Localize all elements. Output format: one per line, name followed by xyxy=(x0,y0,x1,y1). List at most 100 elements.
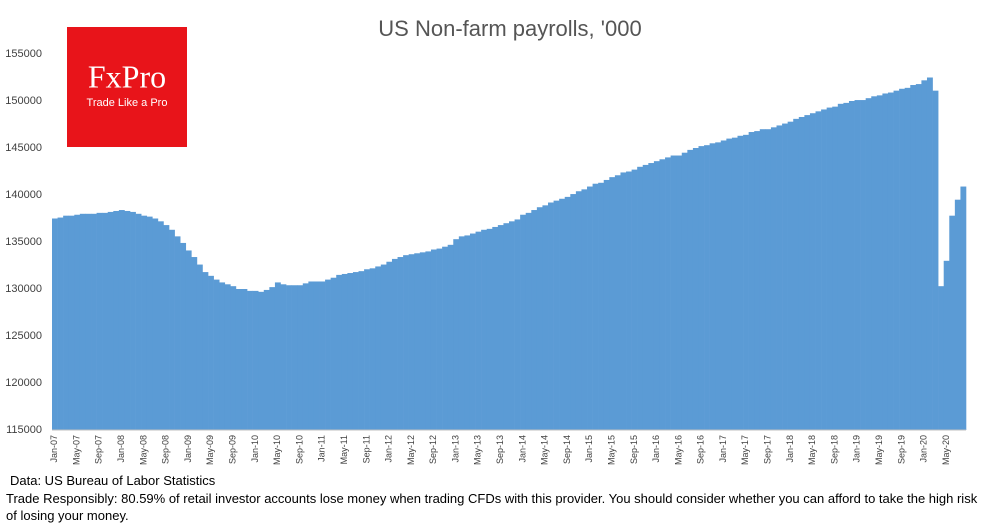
x-tick-label: May-18 xyxy=(807,435,817,465)
bar xyxy=(609,177,616,430)
bar xyxy=(319,281,326,430)
bar xyxy=(626,171,632,430)
bar xyxy=(274,282,281,430)
bar xyxy=(224,284,231,430)
bar xyxy=(447,244,454,430)
bar xyxy=(425,251,432,430)
bar xyxy=(659,159,666,430)
bar xyxy=(414,253,421,430)
x-tick-label: Sep-19 xyxy=(896,435,906,464)
bar xyxy=(954,199,961,430)
bar xyxy=(386,261,393,430)
bar xyxy=(330,277,337,430)
bar xyxy=(520,214,527,430)
x-tick-label: Sep-07 xyxy=(94,435,104,464)
y-tick-label: 135000 xyxy=(5,236,42,248)
bar xyxy=(871,96,878,431)
bar xyxy=(436,248,443,430)
bar xyxy=(169,229,175,430)
bar xyxy=(403,255,409,430)
x-tick-label: Sep-17 xyxy=(763,435,773,464)
bar xyxy=(715,142,722,431)
bar xyxy=(481,229,488,430)
x-tick-label: May-20 xyxy=(941,435,951,465)
bar xyxy=(297,285,304,430)
bar xyxy=(692,148,699,430)
bar xyxy=(793,118,800,431)
bar xyxy=(113,210,120,430)
bar xyxy=(904,87,911,430)
bar xyxy=(843,102,850,430)
chart: US Non-farm payrolls, '000 FxPro Trade L… xyxy=(5,16,967,465)
bar xyxy=(865,98,872,431)
bar xyxy=(503,223,510,430)
bar xyxy=(180,242,187,430)
bar xyxy=(63,215,70,430)
x-tick-label: Sep-16 xyxy=(696,435,706,464)
x-tick-label: May-10 xyxy=(272,435,282,465)
x-tick-label: Jan-10 xyxy=(250,435,260,463)
x-tick-label: May-15 xyxy=(606,435,616,465)
bar xyxy=(893,90,900,430)
bar xyxy=(213,279,220,430)
bar xyxy=(932,90,939,430)
bar xyxy=(258,291,265,430)
bar xyxy=(536,207,543,430)
bar xyxy=(854,100,861,430)
bar xyxy=(469,233,476,430)
x-tick-label: Jan-12 xyxy=(384,435,394,463)
bar xyxy=(726,138,733,430)
bar xyxy=(770,127,777,430)
x-tick-label: May-19 xyxy=(874,435,884,465)
x-tick-label: May-11 xyxy=(339,435,349,464)
bar xyxy=(743,134,749,430)
bar xyxy=(882,93,889,430)
x-tick-label: Sep-09 xyxy=(228,435,238,464)
bar xyxy=(163,225,170,430)
bar xyxy=(74,214,81,430)
bar xyxy=(419,252,426,430)
bar xyxy=(408,254,415,430)
bar xyxy=(68,215,75,430)
bar xyxy=(286,285,292,430)
bar xyxy=(391,258,398,430)
bar xyxy=(759,129,766,430)
y-tick-label: 120000 xyxy=(5,377,42,389)
bar xyxy=(938,286,945,430)
bar xyxy=(848,101,855,430)
bar xyxy=(157,221,164,430)
bar xyxy=(458,236,465,430)
x-tick-label: Jan-19 xyxy=(852,435,862,463)
bar xyxy=(263,289,270,430)
x-tick-label: Jan-15 xyxy=(584,435,594,463)
bar xyxy=(219,282,226,430)
bar xyxy=(453,239,460,430)
x-tick-label: May-12 xyxy=(406,435,416,465)
bar xyxy=(926,77,933,430)
chart-title: US Non-farm payrolls, '000 xyxy=(378,16,641,41)
bar xyxy=(542,205,549,430)
bar xyxy=(943,260,950,430)
bar xyxy=(748,132,755,430)
bar xyxy=(118,210,125,430)
y-tick-label: 115000 xyxy=(6,424,42,436)
x-tick-label: Jan-18 xyxy=(785,435,795,463)
bar xyxy=(364,269,370,430)
bar xyxy=(531,210,538,430)
x-tick-label: May-08 xyxy=(138,435,148,465)
bar xyxy=(949,215,956,430)
bar xyxy=(798,116,805,430)
bar xyxy=(509,221,515,430)
bar xyxy=(124,210,131,430)
bar xyxy=(347,273,354,430)
bar xyxy=(397,257,404,430)
x-tick-label: May-17 xyxy=(740,435,750,465)
bar xyxy=(442,246,448,430)
bar xyxy=(687,149,694,430)
bar xyxy=(141,215,148,430)
bar xyxy=(603,179,610,430)
x-tick-label: Jan-08 xyxy=(116,435,126,463)
bar xyxy=(96,212,103,430)
y-tick-label: 140000 xyxy=(5,189,42,201)
